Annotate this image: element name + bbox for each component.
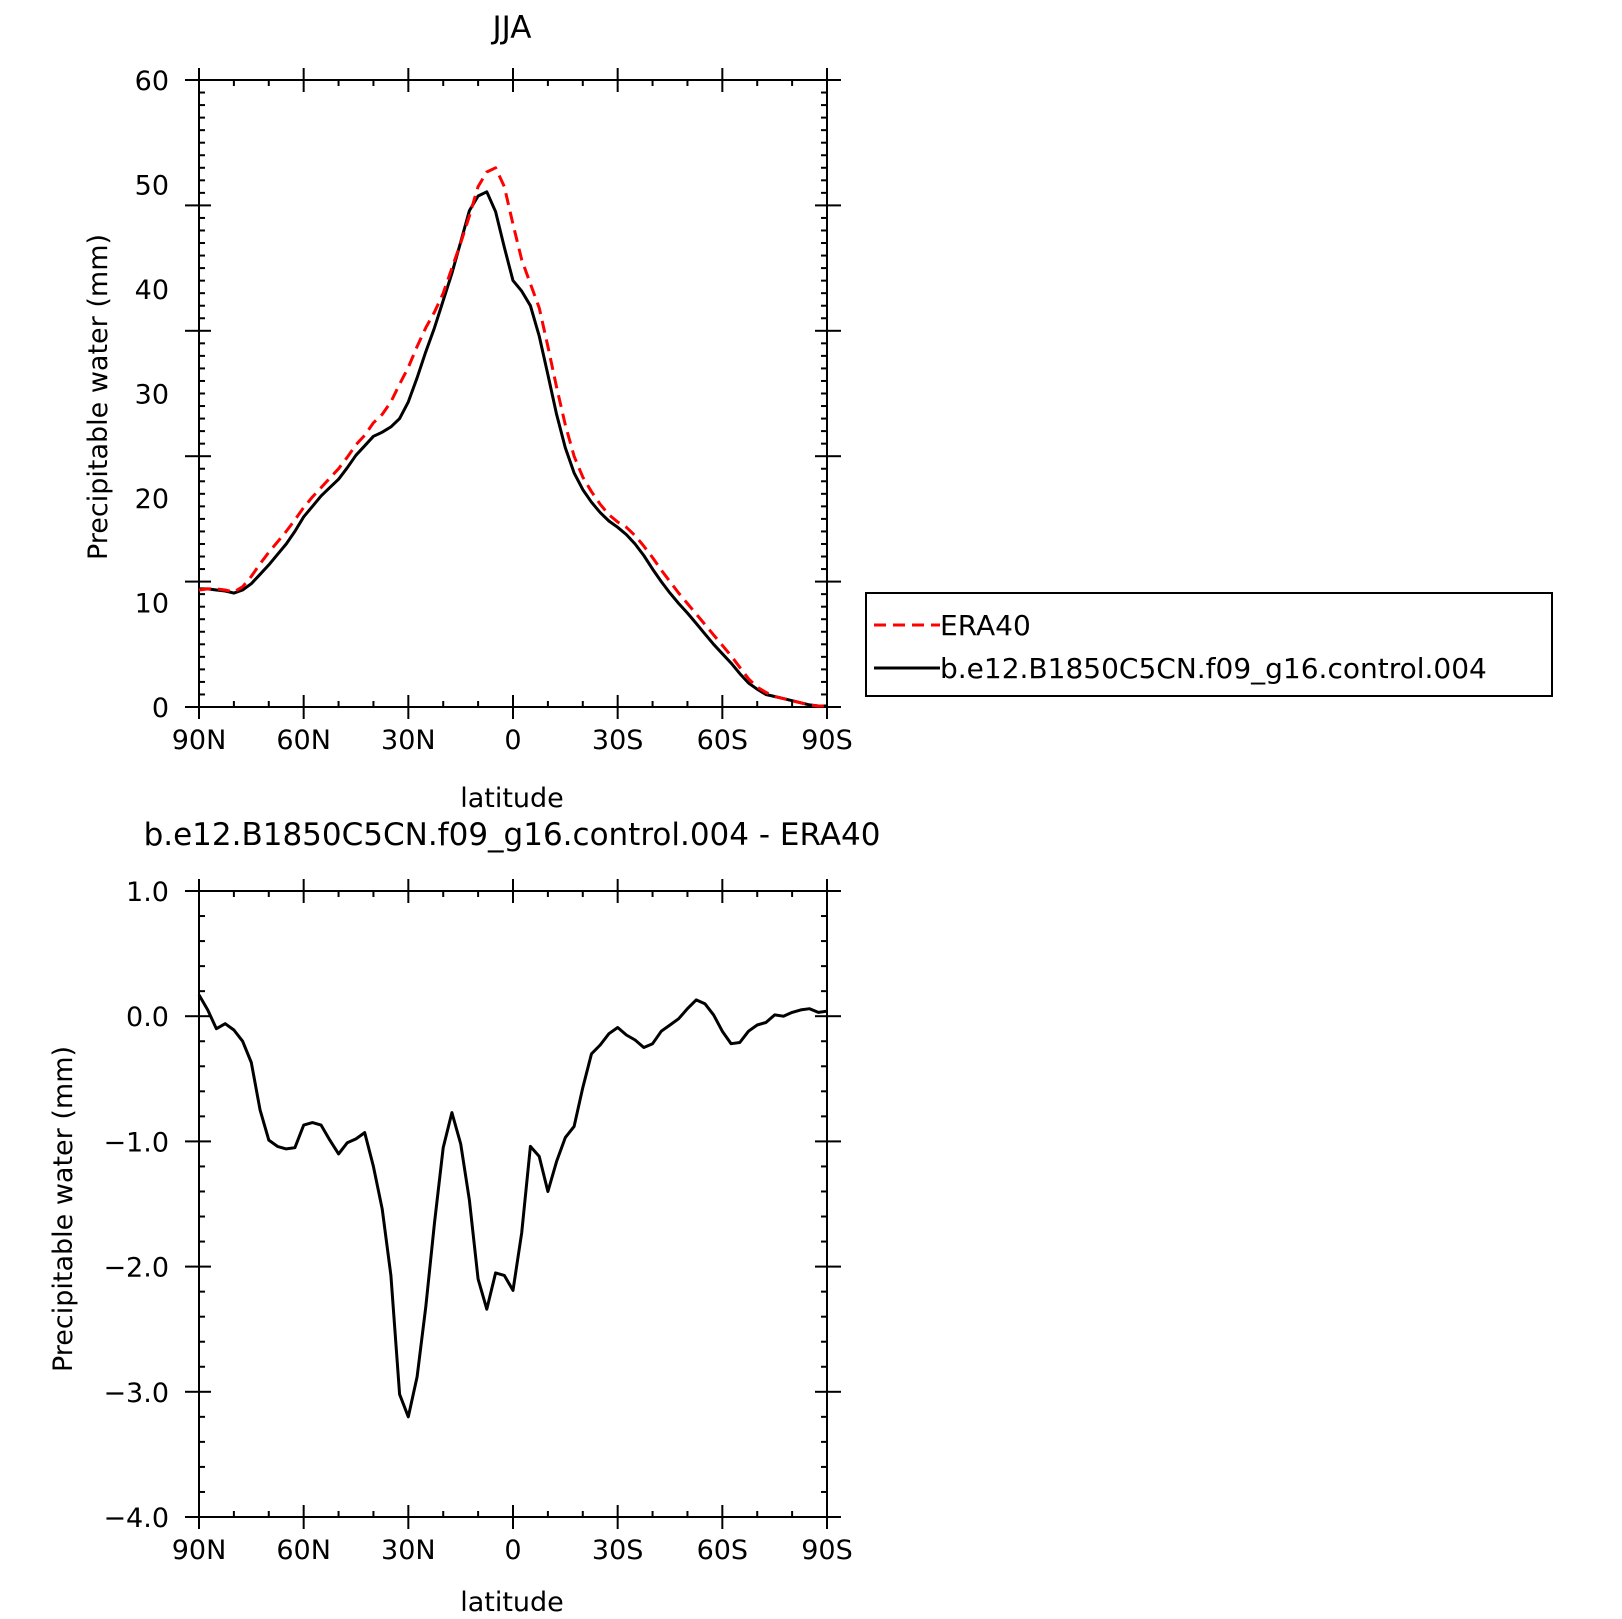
top-plot: 90N 60N 30N 0 30S 60S 90S 0 10 20 30 40 50 60 (135, 66, 853, 756)
bottom-series-line-0 (197, 994, 828, 1419)
top-x-tick-label: 30N (381, 725, 436, 756)
top-plot-frame (198, 79, 828, 708)
bottom-x-tick-label: 30S (592, 1535, 644, 1566)
top-x-tick-label: 90N (172, 725, 227, 756)
top-y-tick-label: 50 (135, 171, 169, 202)
bottom-x-tick-label: 30N (381, 1535, 436, 1566)
top-y-tick-label: 60 (135, 66, 169, 97)
top-x-tick-label: 30S (592, 725, 644, 756)
bottom-y-tick-label: 1.0 (126, 877, 169, 908)
top-x-tick-label: 0 (504, 725, 521, 756)
bottom-x-tick-label: 90S (801, 1535, 853, 1566)
top-y-tick-label: 30 (135, 380, 169, 411)
bottom-x-tick-label: 60S (697, 1535, 749, 1566)
bottom-y-tick-label: −2.0 (103, 1253, 169, 1284)
bottom-chart-title: b.e12.B1850C5CN.f09_g16.control.004 - ER… (144, 817, 881, 853)
bottom-x-tick-label: 90N (172, 1535, 227, 1566)
top-x-axis-label: latitude (460, 783, 564, 814)
bottom-x-tick-label: 60N (276, 1535, 331, 1566)
top-x-tick-label: 90S (801, 725, 853, 756)
bottom-plot: 90N 60N 30N 0 30S 60S 90S 1.0 0.0 −1.0 −2.0 −3.0 −4.… (103, 877, 852, 1566)
top-x-tick-label: 60S (697, 725, 749, 756)
top-series-line-0 (198, 166, 827, 708)
bottom-y-tick-label: 0.0 (126, 1002, 169, 1033)
bottom-y-axis-label: Precipitable water (mm) (48, 1046, 79, 1372)
top-series-line-1 (199, 190, 827, 708)
bottom-y-tick-label: −3.0 (103, 1378, 169, 1409)
top-y-tick-label: 20 (135, 484, 169, 515)
top-chart-title: JJA (491, 10, 532, 46)
top-x-tick-label: 60N (276, 725, 331, 756)
legend-label-era40: ERA40 (940, 609, 1031, 642)
top-y-tick-label: 40 (135, 275, 169, 306)
top-y-tick-label: 0 (152, 693, 169, 724)
bottom-x-axis-label: latitude (460, 1587, 564, 1618)
bottom-plot-frame (198, 890, 828, 1518)
top-y-axis-label: Precipitable water (mm) (83, 234, 114, 560)
legend: ERA40 b.e12.B1850C5CN.f09_g16.control.00… (865, 592, 1553, 697)
legend-box (865, 592, 1553, 697)
bottom-y-tick-label: −1.0 (103, 1127, 169, 1158)
bottom-x-tick-label: 0 (504, 1535, 521, 1566)
legend-label-model: b.e12.B1850C5CN.f09_g16.control.004 (940, 652, 1487, 685)
top-y-tick-label: 10 (135, 589, 169, 620)
bottom-y-tick-label: −4.0 (103, 1503, 169, 1534)
